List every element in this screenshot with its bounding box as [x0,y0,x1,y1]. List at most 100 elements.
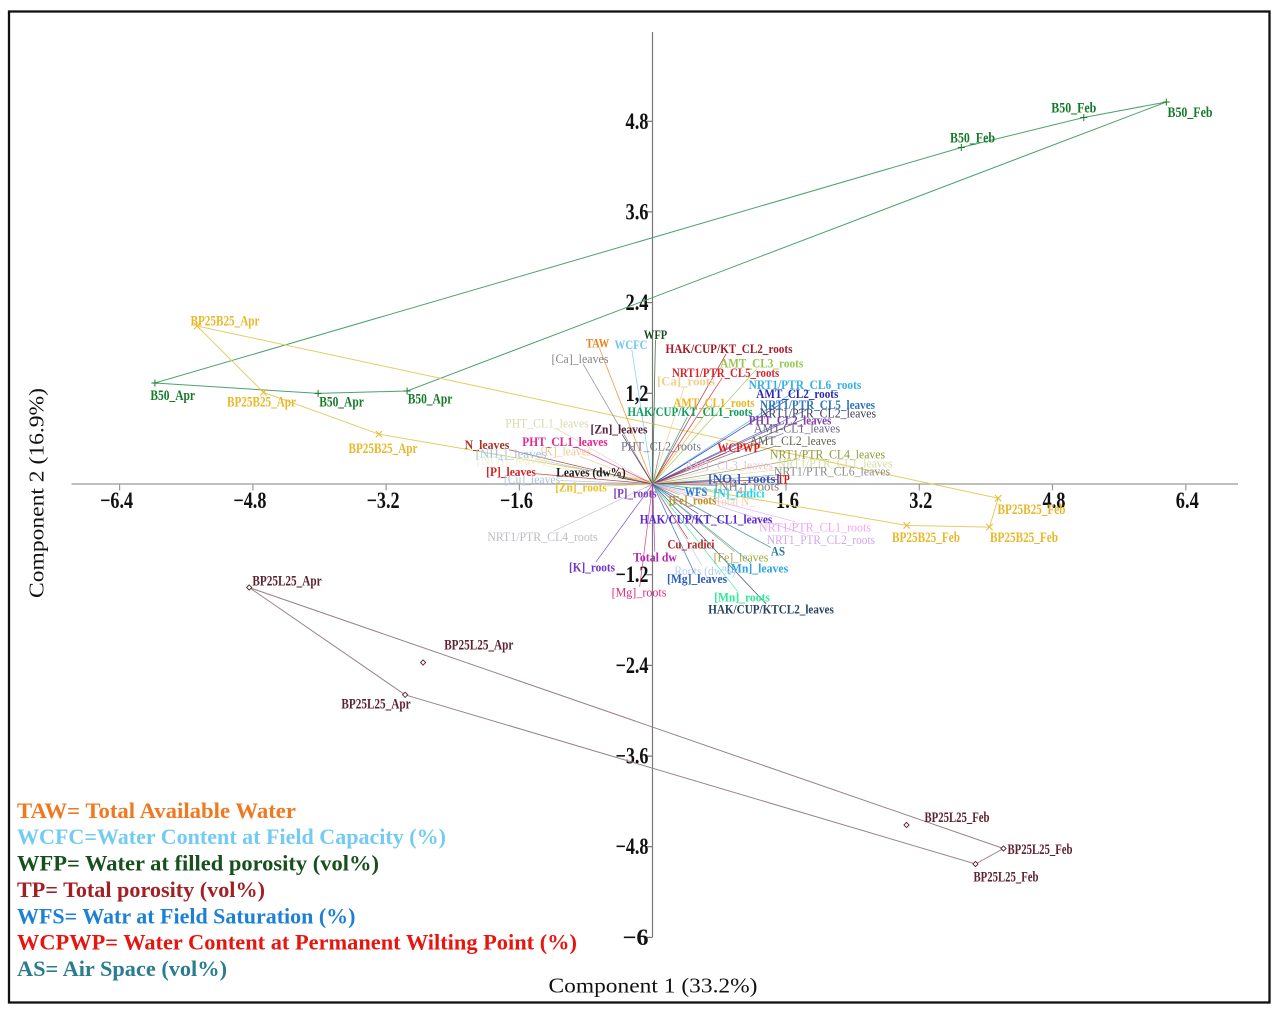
svg-text:[P]_roots: [P]_roots [613,485,656,500]
svg-text:NRT1/PTR_CL5_leaves: NRT1/PTR_CL5_leaves [760,397,875,412]
svg-text:Total N_: Total N_ [715,494,755,509]
svg-text:2.4: 2.4 [626,290,649,315]
svg-text:BP25L25_Feb: BP25L25_Feb [1008,842,1073,858]
svg-text:−4.8: −4.8 [233,488,266,513]
svg-text:WFP= Water at filled porosity: WFP= Water at filled porosity (vol%) [17,851,379,876]
svg-text:HAK/CUP/KT_CL1_roots: HAK/CUP/KT_CL1_roots [628,404,753,419]
svg-text:Roots (dw%): Roots (dw%) [674,563,735,578]
svg-text:WCFC: WCFC [615,337,648,352]
svg-text:4.8: 4.8 [1043,488,1066,513]
svg-text:[Fe]_leaves: [Fe]_leaves [714,549,769,564]
svg-text:NRT1/PTR_CL5_roots: NRT1/PTR_CL5_roots [672,365,779,380]
svg-text:BP25L25_Apr: BP25L25_Apr [252,574,321,590]
svg-text:NRT1/PTR_CL6_leaves: NRT1/PTR_CL6_leaves [774,464,890,479]
svg-text:NRT1/PTR_CL4_leaves: NRT1/PTR_CL4_leaves [770,447,885,462]
svg-text:AMT_CL2_leaves: AMT_CL2_leaves [750,433,836,448]
svg-text:−1.2: −1.2 [616,562,649,587]
svg-text:−3.2: −3.2 [367,488,400,513]
svg-text:NRT1/PTR_CL4_roots: NRT1/PTR_CL4_roots [487,529,597,544]
svg-text:−4.8: −4.8 [616,834,649,859]
svg-text:PHT_CL2_leaves: PHT_CL2_leaves [749,412,832,427]
svg-text:Total dw: Total dw [633,549,677,564]
svg-text:Leaves (dw%): Leaves (dw%) [556,465,625,480]
svg-text:B50_Feb: B50_Feb [1168,105,1213,121]
svg-text:AMT_CL2_roots: AMT_CL2_roots [756,386,838,401]
svg-text:B50_Apr: B50_Apr [408,392,453,408]
svg-text:NRT1/PTR_CL2_leaves: NRT1/PTR_CL2_leaves [760,405,876,420]
svg-text:−6.4: −6.4 [100,488,133,513]
svg-text:4.8: 4.8 [626,109,649,134]
svg-text:Component 2 (16.9%): Component 2 (16.9%) [25,388,49,598]
svg-text:TAW: TAW [586,336,609,351]
svg-text:AMT_CL3_leaves: AMT_CL3_leaves [685,457,773,472]
svg-text:N_leaves: N_leaves [465,437,510,452]
svg-text:BP25B25_Feb: BP25B25_Feb [892,530,960,546]
svg-text:BP25B25_Apr: BP25B25_Apr [227,395,296,411]
svg-text:BP25B25_Feb: BP25B25_Feb [998,502,1066,518]
svg-text:[NH4]_roots: [NH4]_roots [715,479,779,496]
svg-text:BP25L25_Apr: BP25L25_Apr [341,697,410,713]
svg-text:WFP: WFP [644,327,667,342]
svg-text:−3.6: −3.6 [616,744,649,769]
svg-text:3.2: 3.2 [909,488,932,513]
svg-text:BP25B25_Feb: BP25B25_Feb [990,530,1058,546]
svg-text:[Ca]_roots: [Ca]_roots [657,374,715,389]
svg-text:−6: −6 [623,925,649,950]
svg-text:3.6: 3.6 [626,199,649,224]
svg-text:1,2: 1,2 [626,381,649,406]
svg-text:BP25L25_Feb: BP25L25_Feb [925,810,990,826]
svg-text:[K]_roots: [K]_roots [569,560,615,575]
svg-text:[Ca]_leaves: [Ca]_leaves [552,351,609,366]
svg-text:B50_Feb: B50_Feb [1051,101,1096,117]
svg-text:B50_Apr: B50_Apr [150,388,195,404]
svg-text:[Zn]_roots: [Zn]_roots [555,480,607,495]
svg-text:HAK/CUP/KT_CL1_leaves: HAK/CUP/KT_CL1_leaves [640,511,772,526]
svg-text:WCPWP: WCPWP [718,440,761,455]
svg-text:WCPWP= Water Content at Perman: WCPWP= Water Content at Permanent Wiltin… [17,930,577,955]
svg-text:WCFC=Water Content at Field Ca: WCFC=Water Content at Field Capacity (%) [17,824,446,849]
svg-text:WFS: WFS [685,484,708,499]
svg-text:B50_Feb: B50_Feb [950,131,995,147]
svg-text:PHT_CL1_leaves: PHT_CL1_leaves [522,434,607,449]
svg-text:BP25B25_Apr: BP25B25_Apr [349,441,418,457]
svg-text:BP25B25_Apr: BP25B25_Apr [191,314,260,330]
svg-text:[K]_leaves: [K]_leaves [541,444,592,459]
svg-text:[Mn]_roots: [Mn]_roots [714,589,770,604]
svg-text:BP25L25_Apr: BP25L25_Apr [444,638,513,654]
svg-text:1.6: 1.6 [776,488,799,513]
svg-text:AS= Air Space (vol%): AS= Air Space (vol%) [17,956,227,981]
svg-text:−1.6: −1.6 [500,488,533,513]
svg-text:Cu_radici: Cu_radici [668,536,715,551]
svg-text:[NO3]_roots]: [NO3]_roots] [708,471,779,488]
svg-text:HAK/CUP/KT_CL2_roots: HAK/CUP/KT_CL2_roots [666,341,793,356]
svg-text:[Mg]_leaves: [Mg]_leaves [667,571,727,586]
svg-text:TP: TP [777,472,790,487]
svg-text:TAW= Total Available Water: TAW= Total Available Water [17,798,296,823]
svg-text:[NO3]_leaves: [NO3]_leaves [477,452,548,469]
svg-text:NRT1/PTR_CL6_roots: NRT1/PTR_CL6_roots [749,377,862,392]
svg-text:NRT1_PTR_CL2_roots: NRT1_PTR_CL2_roots [767,532,875,547]
svg-text:PHT_CL1_leaves: PHT_CL1_leaves [505,416,588,431]
svg-text:[Mn]_leaves: [Mn]_leaves [727,560,788,575]
svg-text:[NH4]_leaves: [NH4]_leaves [476,446,547,463]
svg-text:AMT_CL1_roots: AMT_CL1_roots [673,395,754,410]
svg-text:6.4: 6.4 [1176,488,1199,513]
svg-text:AMT-CL1_leaves: AMT-CL1_leaves [754,420,840,435]
svg-text:TP= Total porosity (vol%): TP= Total porosity (vol%) [17,877,265,902]
svg-text:[Fe]_roots: [Fe]_roots [669,492,717,507]
svg-text:B50_Apr: B50_Apr [319,394,364,410]
svg-text:−2.4: −2.4 [616,653,649,678]
svg-text:[Mg]_roots: [Mg]_roots [612,584,667,599]
svg-text:NRT1/PTR_CL1_roots: NRT1/PTR_CL1_roots [759,519,871,534]
svg-text:[Cu]_leaves: [Cu]_leaves [504,472,560,487]
svg-text:NRT1/PTR_CL1_leaves: NRT1/PTR_CL1_leaves [778,456,893,471]
svg-text:Component 1 (33.2%): Component 1 (33.2%) [549,974,758,998]
svg-text:PHT_CL2_roots: PHT_CL2_roots [621,439,701,454]
svg-text:[N]_radici: [N]_radici [713,485,765,500]
svg-text:BP25L25_Feb: BP25L25_Feb [974,870,1039,886]
svg-text:[P]_leaves: [P]_leaves [486,464,536,479]
svg-text:[Zn]_leaves: [Zn]_leaves [591,422,648,437]
svg-text:HAK/CUP/KTCL2_leaves: HAK/CUP/KTCL2_leaves [708,601,834,616]
svg-text:AS: AS [771,544,785,559]
svg-text:WFS= Watr at Field Saturation: WFS= Watr at Field Saturation (%) [17,903,356,928]
